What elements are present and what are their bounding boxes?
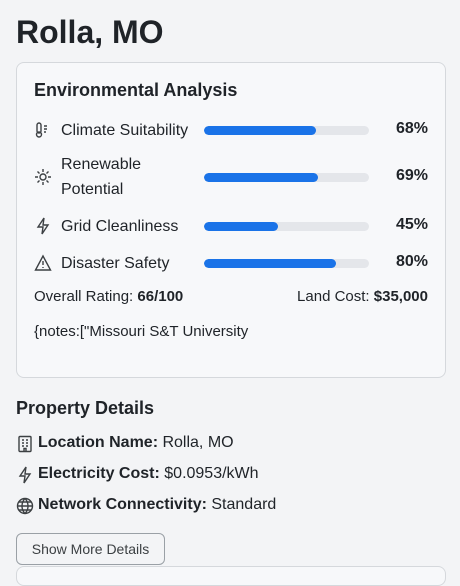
icon <box>34 254 52 271</box>
notes: {notes:["Missouri S&T University <box>34 323 249 340</box>
show-more-button[interactable]: Show More Details <box>16 533 165 565</box>
environmental-card <box>16 62 446 378</box>
bar <box>204 125 317 135</box>
land-cost-label: Land Cost: <box>297 288 370 305</box>
icon <box>18 466 32 484</box>
icon <box>36 217 50 235</box>
metric-value: 68% <box>395 120 428 137</box>
metric-label: Renewable Potential <box>61 156 142 198</box>
bar-track <box>204 221 369 231</box>
icon <box>16 497 34 515</box>
land-cost-value: $35,000 <box>373 288 428 305</box>
bar <box>204 221 279 231</box>
property-label: Location Name: <box>38 434 159 451</box>
bar <box>204 258 336 268</box>
bar <box>204 172 318 182</box>
property-label: Electricity Cost: <box>38 465 160 482</box>
icon <box>35 122 47 138</box>
rating-value: 66/100 <box>137 288 184 305</box>
property-row: Location Name: Rolla, MO <box>38 434 234 452</box>
page-title: Rolla, MO <box>16 14 164 50</box>
property-row: Electricity Cost: $0.0953/kWh <box>38 465 259 483</box>
property-label: Network Connectivity: <box>38 496 207 513</box>
metric-label: Grid Cleanliness <box>61 217 179 235</box>
rating-label: Overall Rating: <box>34 288 134 305</box>
metric-value: 69% <box>395 167 428 184</box>
icon <box>18 435 32 453</box>
land-cost: Land Cost: $35,000 <box>297 288 428 305</box>
section-title: Property Details <box>16 398 155 418</box>
metric-label: Climate Suitability <box>61 121 189 139</box>
property-value: $0.0953/kWh <box>164 465 259 482</box>
overall-rating: Overall Rating: 66/100 <box>34 288 183 305</box>
property-row: Network Connectivity: Standard <box>38 496 276 514</box>
property-value: Standard <box>211 496 277 513</box>
icon <box>35 169 51 185</box>
metric-value: 45% <box>395 216 428 233</box>
metric-value: 80% <box>395 253 428 270</box>
metric-label: Disaster Safety <box>61 254 170 272</box>
bar-track <box>204 172 369 182</box>
page: Rolla, MO Environmental Analysis Overall… <box>16 14 446 586</box>
next-card <box>16 566 446 586</box>
bar-track <box>204 125 369 135</box>
bar-track <box>204 258 369 268</box>
property-value: Rolla, MO <box>162 434 234 451</box>
section-title: Environmental Analysis <box>34 80 238 100</box>
